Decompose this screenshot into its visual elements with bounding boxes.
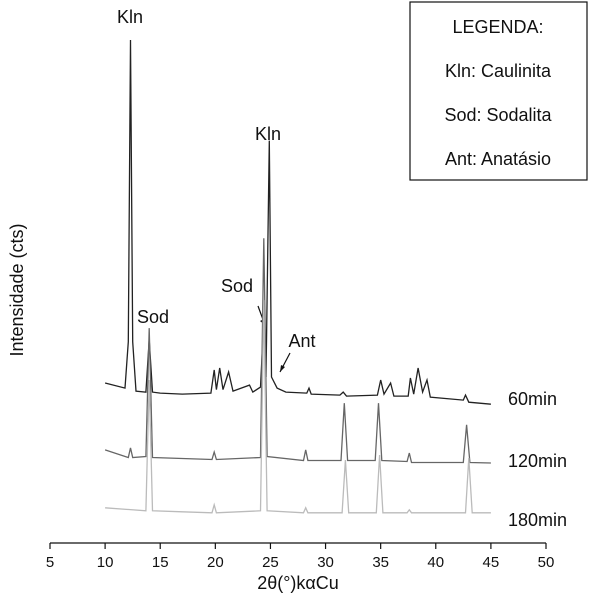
annotation: Kln — [117, 7, 143, 27]
series-line — [104, 39, 491, 405]
legend-entry: Kln: Caulinita — [445, 61, 552, 81]
x-axis-label: 2θ(°)kαCu — [257, 573, 339, 593]
x-tick-label: 20 — [207, 554, 224, 571]
x-tick-label: 35 — [372, 554, 389, 571]
y-axis-label: Intensidade (cts) — [7, 223, 27, 356]
series-label: 180min — [508, 510, 567, 530]
x-tick-label: 45 — [483, 554, 500, 571]
x-tick-label: 30 — [317, 554, 334, 571]
annotation: Ant — [288, 331, 315, 351]
x-tick-label: 15 — [152, 554, 169, 571]
series-line — [104, 238, 491, 464]
annotation: Sod — [137, 307, 169, 327]
legend-title: LEGENDA: — [452, 17, 543, 37]
legend-entry: Sod: Sodalita — [444, 105, 552, 125]
annotation: Sod — [221, 276, 253, 296]
annotation-arrow-head — [280, 365, 285, 372]
x-tick-label: 10 — [97, 554, 114, 571]
x-tick-label: 25 — [262, 554, 279, 571]
series-label: 120min — [508, 451, 567, 471]
annotation: Kln — [255, 124, 281, 144]
x-tick-label: 50 — [538, 554, 555, 571]
legend-entry: Ant: Anatásio — [445, 149, 551, 169]
series-label: 60min — [508, 389, 557, 409]
legend-box — [409, 1, 588, 181]
x-tick-label: 40 — [427, 554, 444, 571]
series-line — [105, 300, 491, 514]
x-tick-label: 5 — [46, 554, 54, 571]
